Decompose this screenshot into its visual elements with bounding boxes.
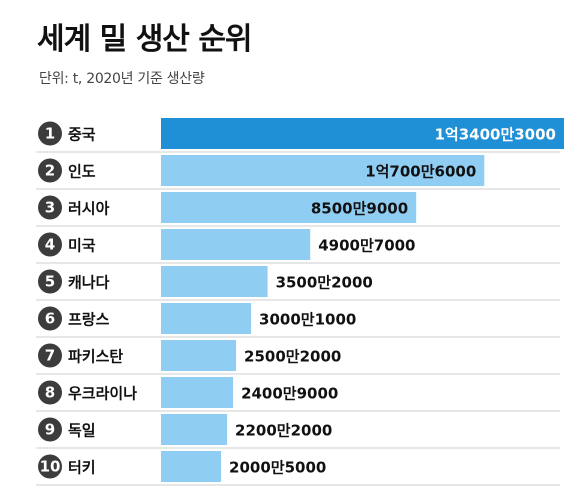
value-label: 4900만7000 [318,237,415,255]
bar [161,155,485,186]
rank-number: 8 [45,384,55,402]
rank-number: 5 [45,273,55,291]
rank-number: 2 [45,162,55,180]
value-label: 2200만2000 [235,422,332,440]
bar [161,266,268,297]
value-label: 2500만2000 [244,348,341,366]
rank-badge [38,158,62,183]
bar [161,377,234,408]
rank-badge [38,343,62,368]
rank-badge [38,269,62,294]
rank-number: 3 [45,199,55,217]
chart-subtitle: 단위: t, 2020년 기준 생산량 [39,71,205,87]
value-label: 2400만9000 [241,385,338,403]
value-label: 8500만9000 [311,200,408,218]
rank-badge [38,232,62,257]
chart-title: 세계 밀 생산 순위 [37,22,253,57]
rank-number: 1 [45,125,55,143]
bar [161,303,252,334]
value-label: 3500만2000 [276,274,373,292]
category-label: 인도 [68,163,96,181]
bar [161,414,228,445]
bar [161,451,222,482]
rank-number: 9 [45,421,55,439]
category-label: 파키스탄 [68,348,123,366]
rank-number: 10 [40,458,61,476]
rank-badge [38,380,62,405]
value-label: 3000만1000 [259,311,356,329]
value-label: 2000만5000 [229,459,326,477]
rank-badge [38,417,62,442]
value-label: 1억700만6000 [365,163,476,181]
category-label: 미국 [68,237,96,255]
bar [161,340,237,371]
rank-badge [38,121,62,146]
rank-badge [38,454,62,479]
category-label: 중국 [68,126,96,144]
rank-number: 4 [45,236,55,254]
bar [161,192,417,223]
bar [161,118,564,149]
category-label: 프랑스 [68,311,110,329]
category-label: 터키 [68,459,96,477]
category-label: 우크라이나 [68,385,137,403]
rank-number: 6 [45,310,55,328]
value-label: 1억3400만3000 [434,126,556,144]
rank-badge [38,306,62,331]
category-label: 캐나다 [68,274,110,292]
category-label: 러시아 [68,200,110,218]
rank-number: 7 [45,347,55,365]
rank-badge [38,195,62,220]
category-label: 독일 [68,422,96,440]
bar [161,229,311,260]
